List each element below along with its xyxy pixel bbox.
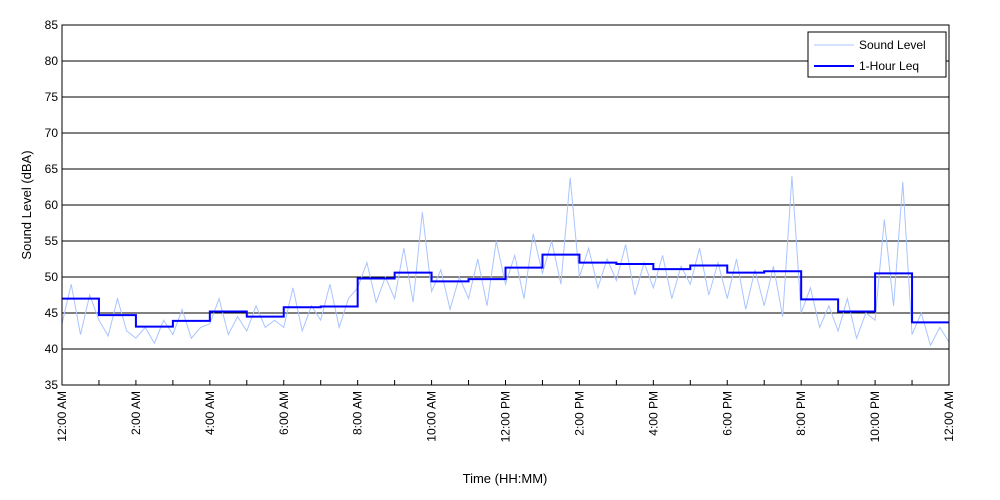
x-tick-label: 12:00 AM <box>942 391 956 442</box>
x-tick-label: 6:00 PM <box>720 391 734 436</box>
y-tick-label: 50 <box>45 270 59 284</box>
series-1-hour-leq <box>62 253 949 328</box>
legend-box <box>807 31 947 78</box>
legend: Sound Level 1-Hour Leq <box>807 31 947 78</box>
y-tick-label: 75 <box>45 90 59 104</box>
y-tick-label: 70 <box>45 126 59 140</box>
x-axis-label: Time (HH:MM) <box>463 471 548 486</box>
plot-frame <box>61 24 950 386</box>
y-tick-label: 85 <box>45 18 59 32</box>
x-tick-label: 2:00 AM <box>129 391 143 435</box>
x-tick-label: 4:00 PM <box>646 391 660 436</box>
x-tick-label: 8:00 AM <box>351 391 365 435</box>
y-tick-label: 60 <box>45 198 59 212</box>
x-tick-label: 8:00 PM <box>794 391 808 436</box>
y-tick-label: 35 <box>45 378 59 392</box>
y-tick-label: 40 <box>45 342 59 356</box>
x-tick-label: 12:00 PM <box>499 391 513 442</box>
x-tick-label: 10:00 AM <box>425 391 439 442</box>
x-tick-label: 6:00 AM <box>277 391 291 435</box>
x-tick-label: 12:00 AM <box>55 391 69 442</box>
y-tick-label: 80 <box>45 54 59 68</box>
y-axis-label: Sound Level (dBA) <box>19 150 34 259</box>
x-tick-label: 4:00 AM <box>203 391 217 435</box>
x-tick-label: 10:00 PM <box>868 391 882 442</box>
legend-label-sound-level: Sound Level <box>859 38 926 52</box>
series-sound-level <box>61 176 950 347</box>
y-tick-label: 45 <box>45 306 59 320</box>
legend-label-1-hour-leq: 1-Hour Leq <box>859 59 919 73</box>
y-tick-label: 65 <box>45 162 59 176</box>
x-tick-label: 2:00 PM <box>572 391 586 436</box>
y-tick-label: 55 <box>45 234 59 248</box>
